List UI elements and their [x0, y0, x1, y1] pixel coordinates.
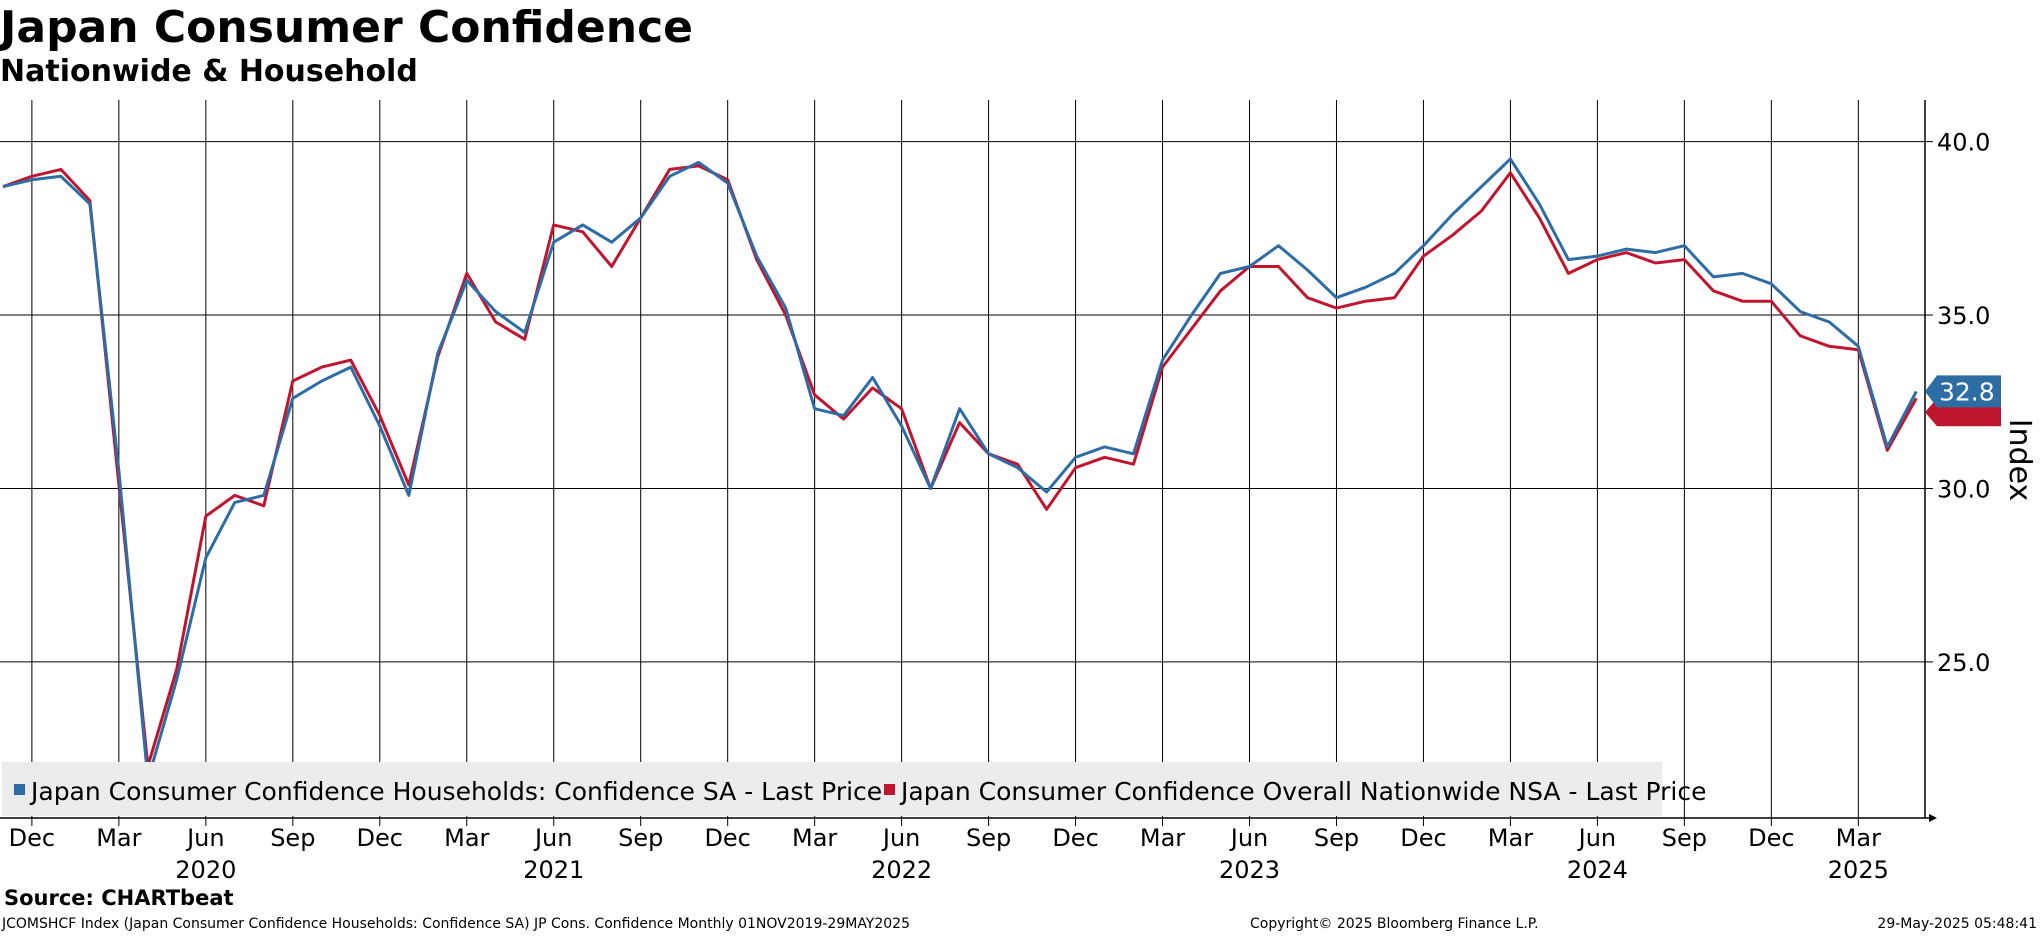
x-tick-label: Jun: [1229, 824, 1269, 852]
chart-subtitle: Nationwide & Household: [0, 54, 418, 89]
x-tick-label: Sep: [966, 824, 1011, 852]
x-axis-arrow: [1929, 814, 1937, 822]
x-year-label: 2022: [871, 856, 932, 884]
x-tick-label: Mar: [444, 824, 489, 852]
legend-background: [2, 762, 1662, 816]
legend-swatch-1: [14, 784, 25, 795]
x-tick-label: Dec: [1748, 824, 1794, 852]
y-tick-label: 35.0: [1937, 302, 1990, 330]
x-tick-label: Dec: [9, 824, 55, 852]
grid-lines: [0, 100, 1925, 818]
x-tick-label: Dec: [1400, 824, 1446, 852]
y-tick-label: 40.0: [1937, 129, 1990, 157]
legend: Japan Consumer Confidence Households: Co…: [2, 762, 1706, 816]
x-tick-label: Sep: [1662, 824, 1707, 852]
series-lines: [2, 157, 1918, 782]
x-tick-label: Jun: [1577, 824, 1617, 852]
x-tick-label: Dec: [357, 824, 403, 852]
y-tick-label: 25.0: [1937, 649, 1990, 677]
x-tick-label: Mar: [1836, 824, 1881, 852]
y-tick-label: 30.0: [1937, 475, 1990, 503]
x-tick-label: Mar: [96, 824, 141, 852]
source-note: Source: CHARTbeat: [4, 886, 234, 910]
chart-title: Japan Consumer Confidence: [0, 2, 693, 53]
legend-entry-2: Japan Consumer Confidence Overall Nation…: [899, 777, 1706, 806]
x-tick-label: Mar: [1488, 824, 1533, 852]
x-year-label: 2020: [175, 856, 236, 884]
x-tick-label: Sep: [1314, 824, 1359, 852]
x-year-label: 2025: [1828, 856, 1889, 884]
series-line-2: [2, 164, 1918, 768]
legend-swatch-2: [884, 784, 895, 795]
x-tick-label: Sep: [270, 824, 315, 852]
legend-entry-1: Japan Consumer Confidence Households: Co…: [29, 777, 882, 806]
x-tick-label: Dec: [704, 824, 750, 852]
x-tick-label: Jun: [185, 824, 225, 852]
x-year-label: 2024: [1567, 856, 1628, 884]
x-year-label: 2023: [1219, 856, 1280, 884]
x-tick-label: Dec: [1052, 824, 1098, 852]
x-tick-label: Jun: [533, 824, 573, 852]
y-axis-label: Index: [2002, 419, 2037, 502]
axes: Dec Mar Jun Sep Dec Mar Jun Sep Dec Mar Jun Sep Dec M…: [0, 100, 2037, 884]
footer-timestamp: 29-May-2025 05:48:41: [1877, 916, 2037, 932]
last-value-tag-blue: [1925, 375, 2001, 408]
x-year-label: 2021: [523, 856, 584, 884]
footer-description: JCOMSHCF Index (Japan Consumer Confidenc…: [2, 916, 910, 932]
x-tick-label: Mar: [1140, 824, 1185, 852]
series-line-1: [2, 157, 1918, 782]
x-tick-label: Sep: [618, 824, 663, 852]
footer-copyright: Copyright© 2025 Bloomberg Finance L.P.: [1250, 916, 1539, 932]
x-tick-label: Jun: [881, 824, 921, 852]
x-tick-label: Mar: [792, 824, 837, 852]
last-value-label: 32.8: [1939, 377, 1995, 406]
